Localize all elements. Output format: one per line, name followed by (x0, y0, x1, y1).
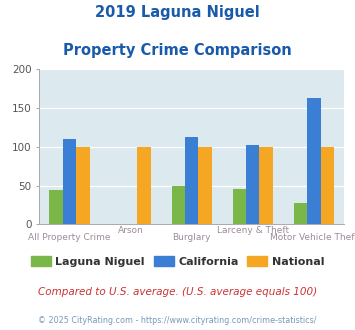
Bar (294, 204, 307, 224)
Bar (171, 186, 185, 224)
Bar (233, 189, 246, 224)
Bar (198, 147, 212, 224)
Text: Property Crime Comparison: Property Crime Comparison (63, 43, 292, 58)
Text: All Property Crime: All Property Crime (28, 233, 111, 242)
Bar (246, 145, 260, 224)
Text: Compared to U.S. average. (U.S. average equals 100): Compared to U.S. average. (U.S. average … (38, 287, 317, 297)
Bar (137, 147, 151, 224)
Text: Burglary: Burglary (173, 233, 211, 242)
Text: Motor Vehicle Theft: Motor Vehicle Theft (270, 233, 355, 242)
Text: Larceny & Theft: Larceny & Theft (217, 226, 289, 235)
Bar (321, 147, 334, 224)
Bar (76, 147, 90, 224)
Legend: Laguna Niguel, California, National: Laguna Niguel, California, National (26, 251, 329, 271)
Bar (185, 137, 198, 224)
Bar (49, 190, 63, 224)
Bar (307, 98, 321, 224)
Text: 2019 Laguna Niguel: 2019 Laguna Niguel (95, 5, 260, 20)
Text: Arson: Arson (118, 226, 143, 235)
Text: © 2025 CityRating.com - https://www.cityrating.com/crime-statistics/: © 2025 CityRating.com - https://www.city… (38, 316, 317, 325)
Bar (63, 139, 76, 224)
Bar (260, 147, 273, 224)
